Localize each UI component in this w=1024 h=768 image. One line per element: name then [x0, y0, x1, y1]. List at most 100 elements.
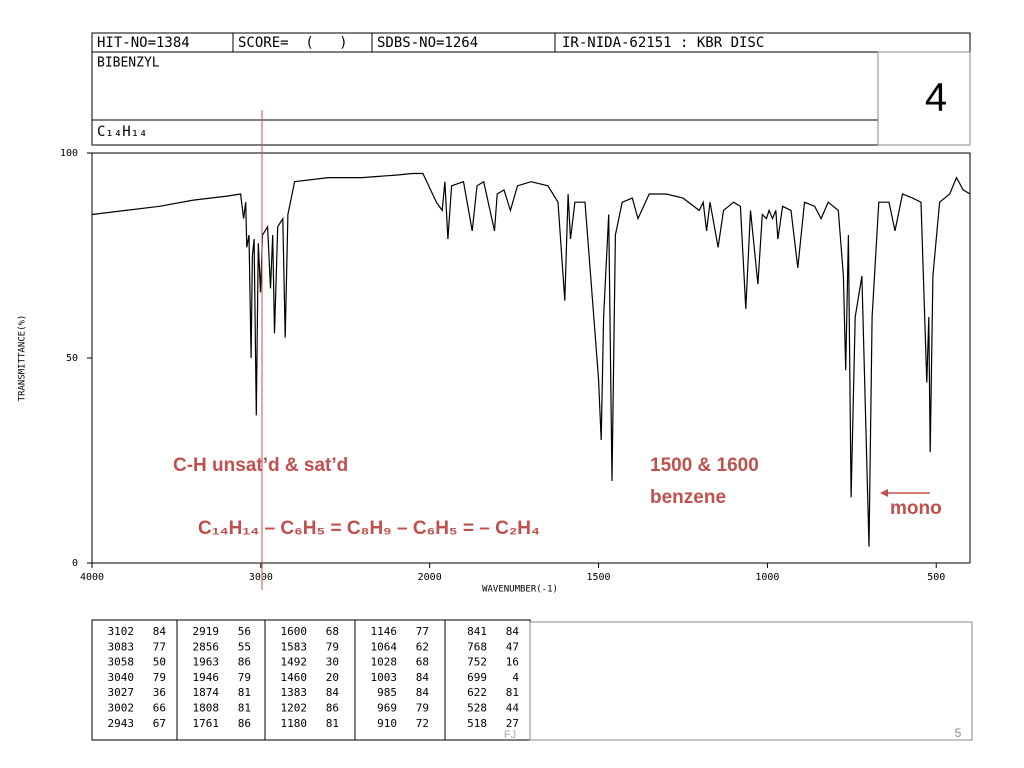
- wavenumber: 752: [467, 656, 487, 669]
- transmittance: 77: [416, 625, 429, 638]
- x-tick-label: 1000: [755, 572, 779, 583]
- y-tick-label: 100: [60, 148, 78, 159]
- transmittance: 36: [153, 686, 166, 699]
- wavenumber: 910: [377, 717, 397, 730]
- wavenumber: 1600: [281, 625, 308, 638]
- transmittance: 56: [238, 625, 251, 638]
- transmittance: 79: [326, 640, 339, 653]
- transmittance: 50: [153, 656, 166, 669]
- peak-table: 3102 84 2919 56 1600 68 1146 77 841 84 3083 77 2856 5…: [108, 620, 520, 740]
- wavenumber: 2943: [108, 717, 135, 730]
- x-tick-label: 500: [927, 572, 945, 583]
- transmittance: 86: [326, 702, 339, 715]
- transmittance: 79: [238, 671, 251, 684]
- transmittance: 66: [153, 702, 166, 715]
- formula: C₁₄H₁₄: [97, 124, 148, 140]
- wavenumber: 1963: [193, 656, 220, 669]
- wavenumber: 841: [467, 625, 487, 638]
- transmittance: 72: [416, 717, 429, 730]
- transmittance: 62: [416, 640, 429, 653]
- transmittance: 86: [238, 717, 251, 730]
- badge-box: [877, 51, 971, 146]
- transmittance: 44: [506, 702, 520, 715]
- wavenumber: 1583: [281, 640, 308, 653]
- page-number: 5: [955, 726, 962, 740]
- score: SCORE= ( ): [238, 35, 348, 51]
- wavenumber: 518: [467, 717, 487, 730]
- annotation: C₁₄H₁₄ – C₆H₅ = C₈H₉ – C₆H₅ = – C₂H₄: [198, 518, 540, 539]
- hit-no: HIT-NO=1384: [97, 35, 190, 51]
- transmittance: 4: [512, 671, 519, 684]
- wavenumber: 3040: [108, 671, 135, 684]
- transmittance: 20: [326, 671, 339, 684]
- arrow-head: [880, 489, 888, 497]
- transmittance: 77: [153, 640, 166, 653]
- wavenumber: 1003: [371, 671, 398, 684]
- spectrum-line: [91, 172, 971, 547]
- wavenumber: 699: [467, 671, 487, 684]
- x-tick-label: 2000: [418, 572, 442, 583]
- wavenumber: 1492: [281, 656, 308, 669]
- author: FJ: [504, 729, 516, 741]
- empty-box: [529, 621, 973, 741]
- wavenumber: 3027: [108, 686, 135, 699]
- x-tick-label: 1500: [586, 572, 610, 583]
- transmittance: 81: [326, 717, 339, 730]
- y-tick-label: 50: [66, 353, 78, 364]
- wavenumber: 1946: [193, 671, 220, 684]
- wavenumber: 3102: [108, 625, 135, 638]
- wavenumber: 1460: [281, 671, 308, 684]
- wavenumber: 1808: [193, 702, 220, 715]
- transmittance: 55: [238, 640, 251, 653]
- x-tick-label: 4000: [80, 572, 104, 583]
- annotation: mono: [890, 498, 942, 519]
- wavenumber: 1202: [281, 702, 308, 715]
- wavenumber: 3002: [108, 702, 135, 715]
- wavenumber: 969: [377, 702, 397, 715]
- wavenumber: 3083: [108, 640, 135, 653]
- wavenumber: 3058: [108, 656, 135, 669]
- wavenumber: 985: [377, 686, 397, 699]
- transmittance: 68: [416, 656, 429, 669]
- transmittance: 81: [238, 702, 251, 715]
- annotation: benzene: [650, 487, 726, 508]
- wavenumber: 2919: [193, 625, 220, 638]
- wavenumber: 1064: [371, 640, 398, 653]
- transmittance: 79: [416, 702, 429, 715]
- y-tick-label: 0: [72, 558, 78, 569]
- sdbs-no: SDBS-NO=1264: [377, 35, 478, 51]
- transmittance: 84: [326, 686, 340, 699]
- transmittance: 84: [416, 686, 430, 699]
- wavenumber: 1028: [371, 656, 398, 669]
- transmittance: 86: [238, 656, 251, 669]
- wavenumber: 1761: [193, 717, 220, 730]
- wavenumber: 528: [467, 702, 487, 715]
- transmittance: 16: [506, 656, 519, 669]
- wavenumber: 1874: [193, 686, 220, 699]
- annotation: 1500 & 1600: [650, 455, 759, 476]
- wavenumber: 1180: [281, 717, 308, 730]
- transmittance: 84: [153, 625, 167, 638]
- transmittance: 84: [416, 671, 430, 684]
- wavenumber: 1146: [371, 625, 398, 638]
- ir-nida: IR-NIDA-62151 : KBR DISC: [562, 35, 764, 51]
- badge: 4: [925, 76, 947, 120]
- transmittance: 81: [238, 686, 251, 699]
- wavenumber: 622: [467, 686, 487, 699]
- transmittance: 84: [506, 625, 520, 638]
- compound-name: BIBENZYL: [97, 56, 160, 71]
- wavenumber: 1383: [281, 686, 308, 699]
- transmittance: 67: [153, 717, 166, 730]
- transmittance: 27: [506, 717, 519, 730]
- transmittance: 81: [506, 686, 519, 699]
- wavenumber: 2856: [193, 640, 220, 653]
- wavenumber: 768: [467, 640, 487, 653]
- header-box: [91, 32, 971, 146]
- transmittance: 79: [153, 671, 166, 684]
- x-axis-label: WAVENUMBER(-1): [482, 585, 558, 595]
- x-tick-label: 3000: [249, 572, 273, 583]
- transmittance: 30: [326, 656, 339, 669]
- annotation: C-H unsat’d & sat’d: [173, 455, 348, 476]
